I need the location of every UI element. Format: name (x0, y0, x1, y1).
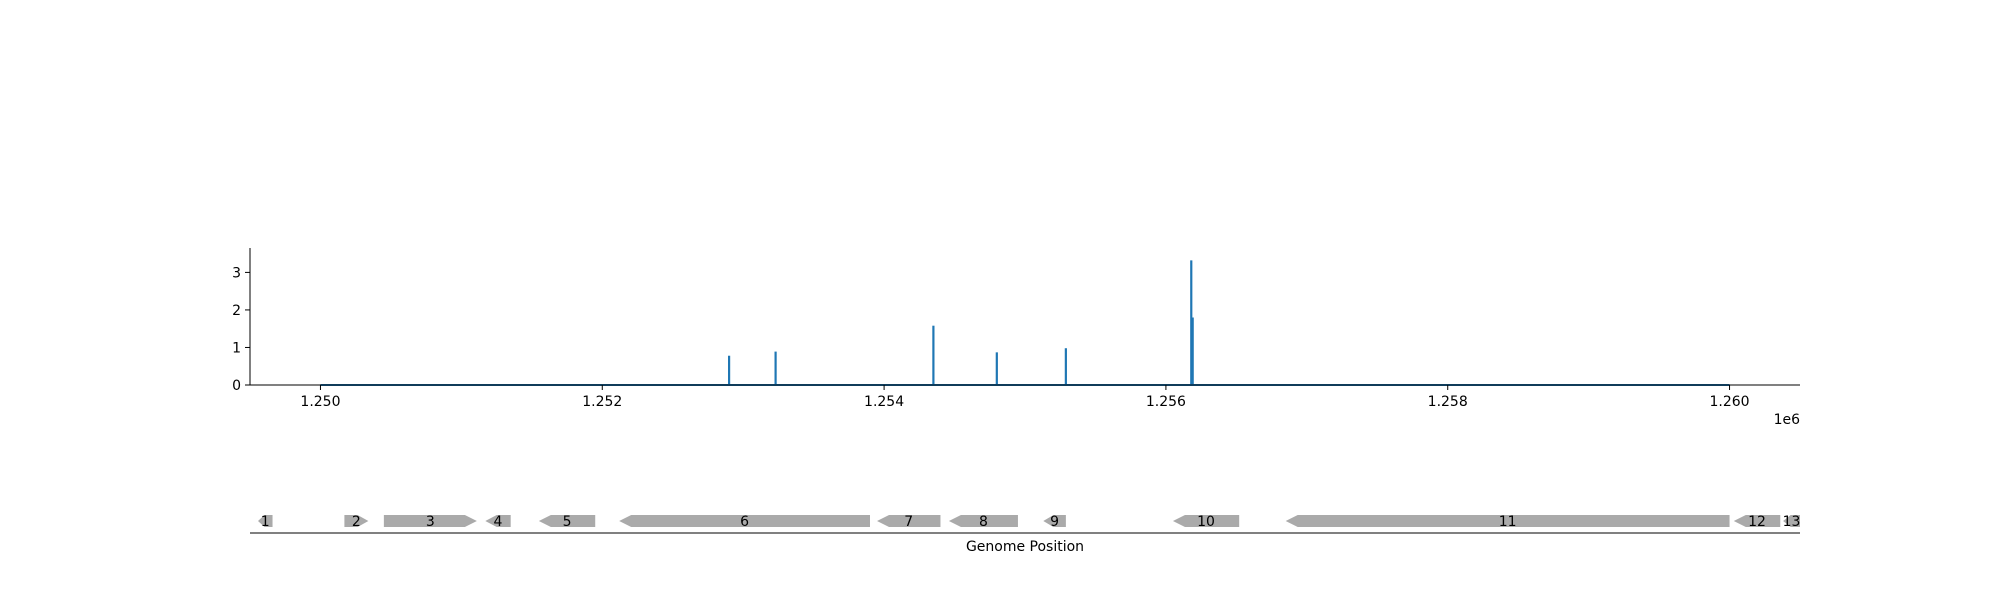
gene-label: 1 (261, 514, 270, 530)
y-tick-label: 0 (232, 378, 241, 394)
gene-arrow (538, 515, 596, 527)
gene-arrow (1043, 515, 1066, 527)
coverage-series (320, 260, 1730, 386)
gene-arrow (877, 515, 941, 527)
x-axis-title: Genome Position (966, 539, 1084, 555)
gene-arrow (1783, 515, 1800, 527)
gene-arrow (344, 515, 369, 527)
x-axis-offset-label: 1e6 (1774, 412, 1801, 428)
gene-arrow (1285, 515, 1730, 527)
y-tick-label: 1 (232, 340, 241, 356)
x-tick-label: 1.258 (1428, 394, 1468, 410)
x-tick-label: 1.250 (300, 394, 340, 410)
gene-label: 6 (740, 514, 749, 530)
gene-label: 7 (904, 514, 913, 530)
gene-arrow (619, 515, 870, 527)
gene-features: 1 2 3 4 5 6 7 8 9 10 11 12 13 (258, 514, 1800, 530)
gene-arrow (485, 515, 511, 527)
y-axis-ticks: 0 1 2 3 (232, 265, 250, 394)
gene-label: 10 (1197, 514, 1215, 530)
gene-label: 3 (426, 514, 435, 530)
gene-label: 12 (1748, 514, 1766, 530)
gene-arrow (1733, 515, 1781, 527)
gene-track: 1 2 3 4 5 6 7 8 9 10 11 12 13 Genome Position (250, 514, 1800, 555)
y-tick-label: 3 (232, 265, 241, 281)
gene-label: 11 (1499, 514, 1517, 530)
gene-label: 5 (563, 514, 572, 530)
gene-arrow (948, 515, 1018, 527)
gene-label: 9 (1050, 514, 1059, 530)
gene-label: 2 (352, 514, 361, 530)
y-tick-label: 2 (232, 303, 241, 319)
x-tick-label: 1.256 (1146, 394, 1186, 410)
x-tick-label: 1.260 (1709, 394, 1749, 410)
gene-arrow (258, 515, 273, 527)
gene-arrow (383, 515, 477, 527)
x-tick-label: 1.254 (864, 394, 904, 410)
gene-arrow (1172, 515, 1240, 527)
gene-label: 8 (979, 514, 988, 530)
coverage-plot: 1.250 1.252 1.254 1.256 1.258 1.260 0 1 2 3 1e6 (232, 248, 1800, 428)
gene-label: 13 (1783, 514, 1801, 530)
x-axis-ticks: 1.250 1.252 1.254 1.256 1.258 1.260 (300, 385, 1750, 410)
gene-label: 4 (494, 514, 503, 530)
x-tick-label: 1.252 (582, 394, 622, 410)
